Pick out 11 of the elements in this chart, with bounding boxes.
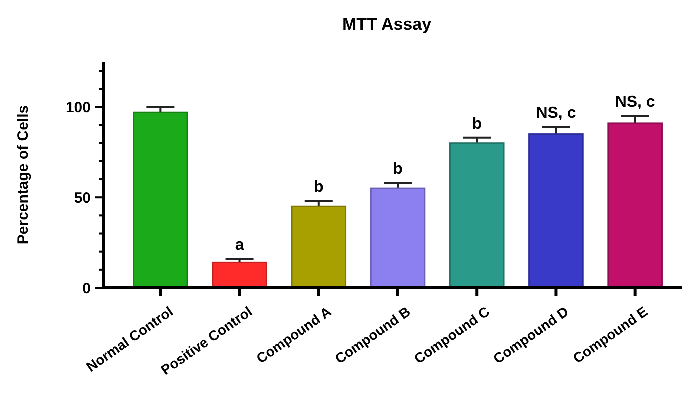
y-tick-label: 50 bbox=[74, 190, 91, 207]
y-tick-label: 100 bbox=[66, 99, 91, 116]
annotation: b bbox=[393, 161, 404, 178]
annotation: a bbox=[235, 237, 244, 254]
annotation: NS, c bbox=[536, 105, 576, 122]
chart-title: MTT Assay bbox=[342, 15, 432, 34]
annotation: NS, c bbox=[615, 94, 656, 112]
annotation: b bbox=[472, 116, 482, 133]
y-axis-title: Percentage of Cells bbox=[15, 105, 32, 245]
y-tick-label: 0 bbox=[82, 280, 91, 298]
annotation: b bbox=[314, 179, 324, 196]
